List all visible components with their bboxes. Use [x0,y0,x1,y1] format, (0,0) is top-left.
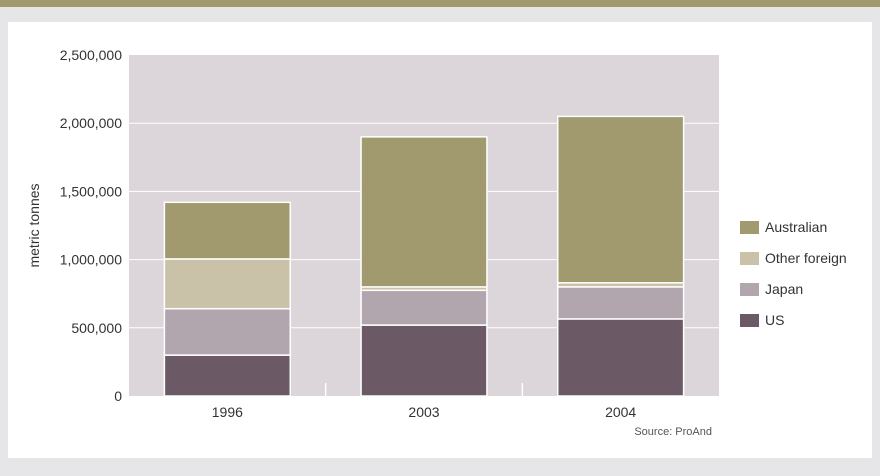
legend: Australian Other foreign Japan US [727,202,866,343]
bar-segment-australian [360,136,488,288]
legend-swatch [740,314,759,327]
y-tick-label: 2,000,000 [60,115,122,131]
y-tick-label: 2,500,000 [60,47,122,63]
y-tick-label: 1,000,000 [60,252,122,268]
legend-label: Australian [765,219,827,235]
bar-segment-australian [556,115,685,284]
x-tick-label: 2004 [605,404,636,420]
legend-swatch [740,252,759,265]
bar-segment-us [163,354,292,397]
x-axis: 1996 2003 2004 [212,383,636,420]
y-tick-label: 0 [114,388,122,404]
y-tick-label: 1,500,000 [60,183,122,199]
legend-label: US [765,312,784,328]
bar-segment-australian [163,201,292,260]
y-tick-label: 500,000 [71,320,122,336]
bar-chart: 0 500,000 1,000,000 1,500,000 2,000,000 2,500… [26,47,866,438]
legend-label: Japan [765,281,803,297]
bar-stack-2003 [360,136,488,397]
bar-segment-japan [556,286,685,320]
bar-segment-us [360,324,488,397]
bar-segment-japan [360,289,488,326]
chart-panel: 0 500,000 1,000,000 1,500,000 2,000,000 2,500… [8,22,872,458]
bar-segment-other-foreign [163,258,292,310]
legend-label: Other foreign [765,250,847,266]
x-tick-label: 2003 [408,404,439,420]
top-accent-bar [0,0,880,7]
bars [163,115,685,397]
bar-segment-us [556,318,685,397]
x-tick-label: 1996 [212,404,243,420]
legend-swatch [740,221,759,234]
source-note: Source: ProAnd [634,426,712,438]
y-axis: 0 500,000 1,000,000 1,500,000 2,000,000 2,500… [60,47,123,404]
bar-stack-1996 [163,201,292,397]
bar-stack-2004 [556,115,685,397]
legend-swatch [740,283,759,296]
y-axis-title: metric tonnes [26,183,42,267]
bar-segment-japan [163,307,292,356]
